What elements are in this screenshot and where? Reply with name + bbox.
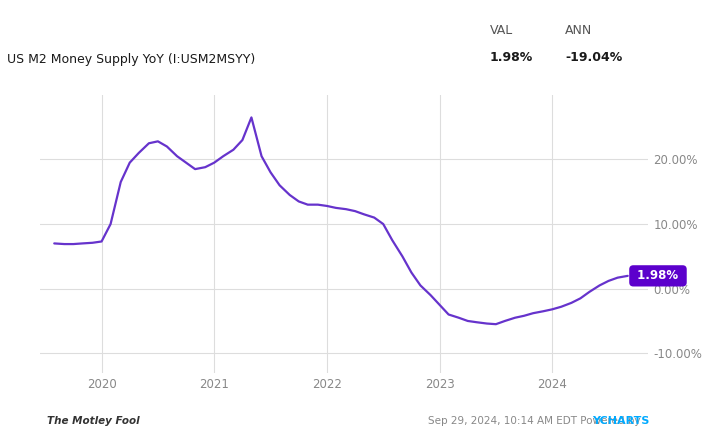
Text: 1.98%: 1.98%	[634, 269, 683, 282]
Text: ANN: ANN	[565, 24, 593, 37]
Text: -19.04%: -19.04%	[565, 51, 622, 64]
Text: The Motley Fool: The Motley Fool	[47, 416, 140, 426]
Text: 1.98%: 1.98%	[490, 51, 534, 64]
Text: US M2 Money Supply YoY (I:USM2MSYY): US M2 Money Supply YoY (I:USM2MSYY)	[7, 53, 256, 66]
Text: YCHARTS: YCHARTS	[593, 416, 650, 426]
Text: Sep 29, 2024, 10:14 AM EDT Powered by: Sep 29, 2024, 10:14 AM EDT Powered by	[428, 416, 644, 426]
Text: VAL: VAL	[490, 24, 513, 37]
